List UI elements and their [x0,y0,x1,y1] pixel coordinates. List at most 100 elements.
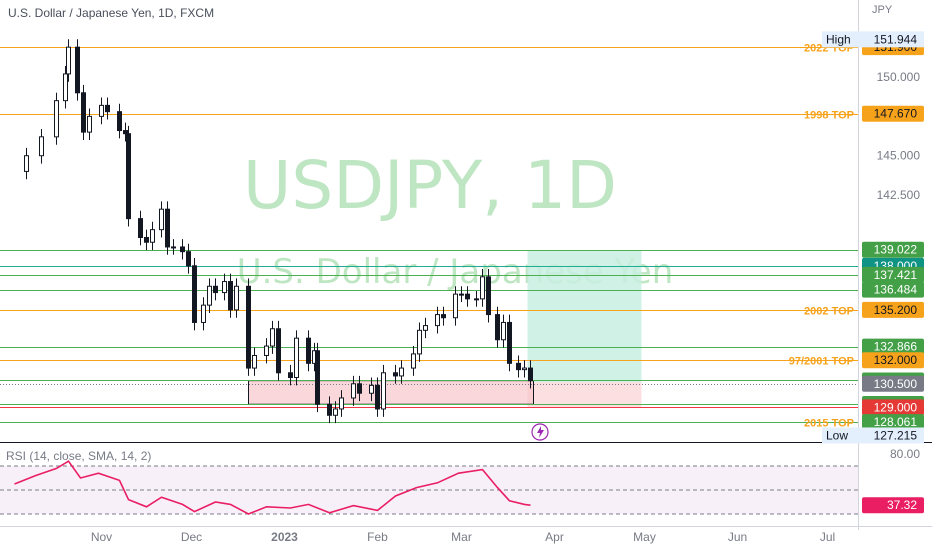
candle-body [423,325,428,331]
rsi-value-tag: 37.32 [862,497,924,514]
candle-body [357,383,362,394]
time-tick-label: Jul [820,530,835,544]
high-tag-bg [822,31,924,48]
candle-body [522,367,527,371]
candle-body [495,314,500,341]
candle-body [234,285,239,311]
time-tick-label: May [633,530,656,544]
price-tag-129-000: 129.000 [862,399,924,416]
price-tag-130-500-bg [862,375,924,392]
high-tag-label: High [826,32,851,46]
price-tag-128-061-text: 128.061 [874,415,918,429]
candle-body [138,218,143,239]
price-tag-137-421-bg [862,266,924,283]
candle-body [501,321,506,341]
candle-body [327,403,332,416]
candle-body [474,298,479,301]
candle-body [417,329,422,355]
watermark-symbol: USDJPY, 1D [243,147,617,224]
candle-body [192,265,197,323]
price-tag-132-866-text: 132.866 [874,340,918,354]
price-tag-139-022-text: 139.022 [874,243,918,257]
candles-layer [24,39,533,424]
time-tick-label: Jun [728,530,747,544]
rsi-tick-label: 80.00 [890,447,920,461]
price-tag-137-421-text: 137.421 [874,268,918,282]
price-tags-layer: 151.900147.670139.022138.000137.421136.4… [822,31,924,514]
rsi-value-tag-bg [862,497,924,514]
rsi-value-tag-text: 37.32 [887,498,917,512]
candle-body [87,115,92,133]
price-tag-135-200: 135.200 [862,301,924,318]
candle-body [228,281,233,311]
price-tag-135-200-bg [862,301,924,318]
price-tag-132-866-bg [862,338,924,355]
time-tick-label: Dec [181,530,202,544]
candle-body [315,350,320,405]
level-name-2015-top: 2015 TOP [804,418,854,430]
lightning-glyph [537,426,544,438]
candle-body [393,372,398,377]
candle-body [516,362,521,371]
level-name-97-2001-top: 97/2001 TOP [789,356,854,368]
high-tag: High 151.944 [822,31,924,48]
price-tick-label: 145.000 [877,149,921,163]
candle-body [81,92,86,133]
high-tag-value: 151.944 [874,32,918,46]
level-name-1998-top: 1998 TOP [804,110,854,122]
candle-body [117,111,122,132]
price-tag-135-200-text: 135.200 [874,303,918,317]
price-tag-147-670: 147.670 [862,105,924,122]
candle-body [150,229,155,243]
candle-body [528,367,533,382]
candle-body [246,285,251,369]
event-marker[interactable] [531,423,549,441]
candle-body [213,285,218,294]
candle-body [351,383,356,399]
price-tag-132-866: 132.866 [862,338,924,355]
low-tag-value: 127.215 [874,428,918,442]
price-axis-currency: JPY [872,4,893,16]
price-tag-137-421: 137.421 [862,266,924,283]
candle-body [54,100,59,138]
rsi-title: RSI (14, close, SMA, 14, 2) [6,449,151,463]
candle-body [459,293,464,296]
candle-body [207,285,212,306]
candle-body [369,384,374,394]
price-tag-139-022: 139.022 [862,241,924,258]
candle-body [24,155,29,172]
candle-body [201,304,206,323]
price-tag-132-000: 132.000 [862,352,924,369]
candle-body [480,276,485,300]
candle-body [276,328,281,374]
time-tick-label: Mar [451,530,472,544]
price-tag-132-000-bg [862,352,924,369]
price-tag-130-500-text: 130.500 [874,377,918,391]
candle-body [63,73,68,102]
candle-body [105,104,110,113]
candle-body [75,46,80,94]
candle-body [399,367,404,377]
candle-body [441,314,446,319]
candle-body [66,46,71,75]
low-tag: Low 127.215 [822,427,924,444]
rsi-pane: RSI (14, close, SMA, 14, 2) [0,449,858,515]
time-tick-label: Apr [545,530,564,544]
price-tag-132-000-text: 132.000 [874,353,918,367]
candle-body [252,354,257,369]
price-tag-136-484-bg [862,281,924,298]
price-tag-139-022-bg [862,241,924,258]
price-tag-136-484: 136.484 [862,281,924,298]
candle-body [270,328,275,347]
candle-body [294,337,299,379]
candle-body [381,372,386,410]
candle-body [222,281,227,294]
candle-body [339,397,344,410]
time-tick-label: Nov [91,530,112,544]
price-tick-label: 150.000 [877,70,921,84]
candle-body [126,133,131,220]
price-tag-129-000-bg [862,399,924,416]
